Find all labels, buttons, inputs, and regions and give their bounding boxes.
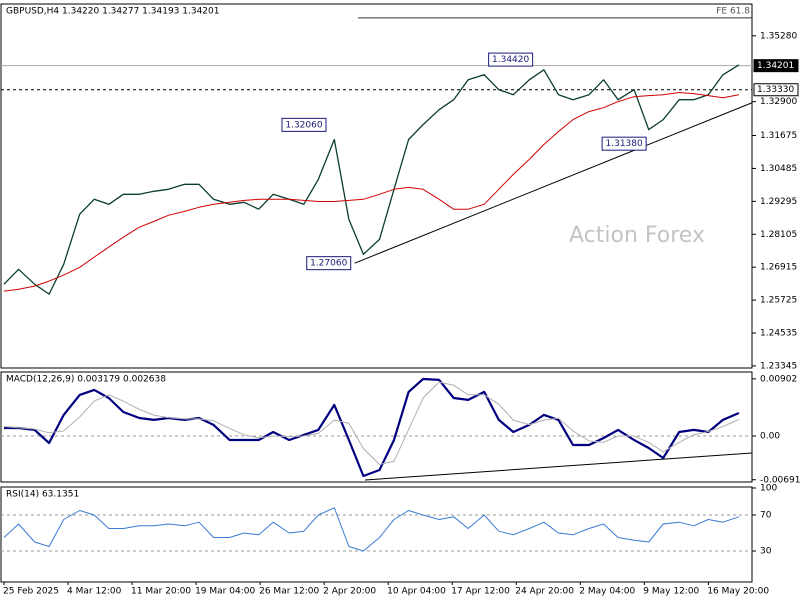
panel-title: MACD(12,26,9) 0.003179 0.002638 <box>6 375 166 385</box>
x-tick-label: 19 Mar 04:00 <box>195 587 255 597</box>
annotation-box <box>306 256 352 271</box>
series-line <box>3 507 740 552</box>
y-tick-label: 70 <box>760 511 772 521</box>
x-tick-label: 10 Apr 04:00 <box>387 587 446 597</box>
series-line <box>3 92 739 292</box>
x-tick-label: 2 May 04:00 <box>579 587 635 597</box>
annotation-box <box>281 117 327 132</box>
trendline <box>364 452 753 481</box>
price-label: 1.34201 <box>757 61 794 71</box>
level-label: FE 61.8 <box>716 6 750 16</box>
y-tick-label: -0.006915 <box>760 475 800 485</box>
x-tick-label: 26 Mar 12:00 <box>259 587 319 597</box>
panel-frame <box>0 371 753 483</box>
x-tick-label: 25 Feb 2025 <box>3 587 59 597</box>
y-tick-label: 0.00902 <box>760 374 797 384</box>
trendline <box>354 102 753 264</box>
annotation-label: 1.31380 <box>606 139 643 149</box>
y-tick-label: 0.00 <box>760 431 780 441</box>
series-line <box>3 381 740 465</box>
y-tick-label: 1.25725 <box>760 296 797 306</box>
panel-frame <box>0 3 753 369</box>
panel-frame <box>0 486 753 583</box>
x-tick-label: 9 May 12:00 <box>643 587 699 597</box>
y-tick-label: 100 <box>760 483 777 493</box>
x-tick-label: 4 Mar 12:00 <box>67 587 122 597</box>
annotation-box <box>488 52 534 67</box>
y-tick-label: 30 <box>760 547 772 557</box>
annotation-label: 1.34420 <box>492 55 529 65</box>
y-tick-label: 1.31675 <box>760 131 797 141</box>
watermark: Action Forex <box>569 223 705 248</box>
x-tick-label: 16 May 20:00 <box>707 587 769 597</box>
annotation-label: 1.27060 <box>310 259 347 269</box>
annotation-box <box>601 136 647 151</box>
price-label: 1.33330 <box>757 85 794 95</box>
y-tick-label: 1.26915 <box>760 263 797 273</box>
price-box <box>753 59 799 73</box>
series-line <box>4 377 740 478</box>
series-line <box>3 64 740 295</box>
price-box <box>753 83 799 97</box>
y-tick-label: 1.23345 <box>760 361 797 371</box>
y-tick-label: 1.29295 <box>760 197 797 207</box>
y-tick-label: 1.32900 <box>760 97 797 107</box>
x-tick-label: 17 Apr 12:00 <box>451 587 510 597</box>
x-tick-label: 11 Mar 20:00 <box>131 587 191 597</box>
y-tick-label: 1.28105 <box>760 230 797 240</box>
x-tick-label: 24 Apr 20:00 <box>515 587 574 597</box>
x-tick-label: 2 Apr 20:00 <box>323 587 376 597</box>
panel-title: RSI(14) 63.1351 <box>6 490 79 500</box>
y-tick-label: 1.30485 <box>760 164 797 174</box>
panel-title: GBPUSD,H4 1.34220 1.34277 1.34193 1.3420… <box>6 7 219 17</box>
annotation-label: 1.32060 <box>285 120 322 130</box>
y-tick-label: 1.35280 <box>760 31 797 41</box>
y-tick-label: 1.24535 <box>760 329 797 339</box>
